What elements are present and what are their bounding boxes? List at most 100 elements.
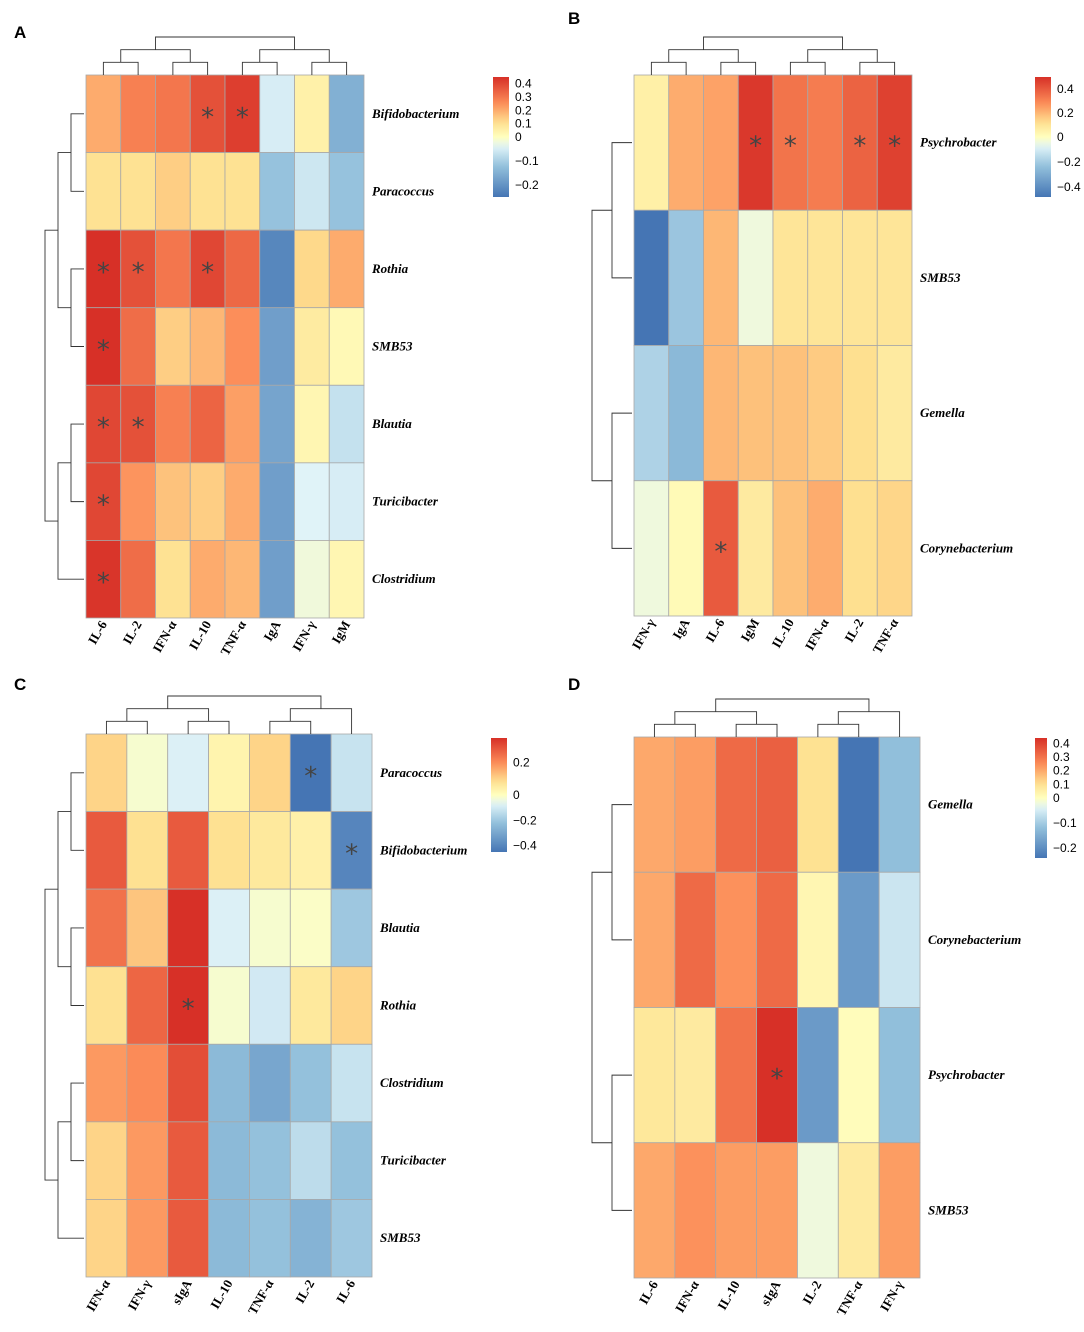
heatmap-cell [85,966,128,1045]
heatmap-cell [224,152,261,231]
row-label: Gemella [928,797,973,812]
column-dendrogram-branch [187,720,230,734]
column-dendrogram-branch [735,723,778,737]
column-dendrogram-branch [859,61,896,75]
heatmap-cell [668,209,704,346]
column-label: IL-6 [702,616,728,645]
row-dendrogram-branch [611,804,632,941]
color-legend-bar [491,738,507,852]
column-label: IL-10 [768,616,797,650]
column-label: IgA [669,615,693,641]
heatmap-cell [294,462,330,541]
heatmap-cell [797,871,839,1008]
heatmap-cell [249,733,291,812]
column-label: IL-2 [799,1278,824,1307]
heatmap-cell [876,345,913,482]
heatmap-cell [756,1007,798,1144]
heatmap-cell [224,540,261,619]
column-label: TNF-α [869,615,901,656]
significance-star: * [97,568,110,598]
heatmap-cell [330,966,373,1045]
heatmap-cell [294,307,330,386]
heatmap-cell [189,384,226,464]
heatmap-cell [85,1043,128,1123]
column-dendrogram-branch [715,698,870,712]
row-dendrogram-branch [70,772,84,851]
column-dendrogram-branch [674,711,758,725]
column-label: TNF-α [834,1277,866,1318]
heatmap-cell [85,733,128,812]
significance-star: * [345,839,358,869]
column-dendrogram-branch [120,49,191,63]
legend-tick-label: 0 [1053,791,1060,805]
heatmap-cell [674,1142,717,1279]
legend-tick-label: 0 [1057,130,1064,144]
column-dendrogram-branch [789,61,826,75]
panel-letter: C [14,675,26,694]
heatmap-cell [807,480,843,617]
heatmap-cell [224,74,261,153]
heatmap-cell [259,229,295,309]
significance-star: * [201,103,214,133]
row-label: Paracoccus [372,183,434,198]
panel-letter: B [568,9,580,28]
heatmap-cell [876,209,913,346]
column-dendrogram-branch [259,49,330,63]
heatmap-cell [328,74,365,153]
column-label: IFN-γ [629,616,658,652]
significance-star: * [304,762,317,792]
heatmap-cell [85,74,122,153]
heatmap-cell [328,462,365,541]
row-dendrogram-branch [70,927,84,1006]
heatmap-cell [797,1142,839,1279]
row-label: Rothia [371,261,409,276]
column-label: IL-6 [333,1277,359,1306]
heatmap-cell [208,966,250,1045]
row-label: Turicibacter [372,494,439,509]
row-dendrogram-branch [70,113,84,192]
heatmap-cell [756,1142,798,1279]
heatmap-cell [328,152,365,231]
heatmap-cell [842,74,878,211]
significance-star: * [97,335,110,365]
row-dendrogram-branch [57,462,84,580]
column-label: IL-10 [714,1278,743,1312]
row-dendrogram-branch [70,423,84,503]
panel-d: D * Gemella Corynebacterium Psychrobacter SMB… [568,675,1077,1318]
heatmap-cell [167,1199,209,1278]
panel-a: A * * * * * * * * * * Bifidobacterium Paracoccus Roth… [14,23,539,658]
significance-star: * [771,1064,784,1094]
row-label: Bifidobacterium [371,106,459,121]
heatmap-cell [878,736,921,873]
row-dendrogram-branch [611,142,632,279]
significance-star: * [97,413,110,443]
row-dendrogram-branch [591,871,612,1144]
heatmap-cell [703,74,739,211]
heatmap-cell [837,736,880,873]
significance-star: * [132,413,145,443]
legend-tick-label: −0.1 [1053,816,1077,830]
column-dendrogram-branch [703,36,843,50]
heatmap-cell [633,1142,676,1279]
heatmap-cell [633,209,670,346]
heatmap-cell [737,209,774,346]
row-label: SMB53 [920,270,961,285]
heatmap-cell [249,1199,291,1278]
heatmap-cell [85,540,122,619]
heatmap-cell [249,811,291,890]
legend-tick-label: 0 [515,130,522,144]
column-label: IgA [260,617,284,643]
column-dendrogram-branch [650,61,687,75]
heatmap-cell [289,1043,332,1123]
heatmap-cell [842,480,878,617]
heatmap-cell [249,1121,291,1200]
heatmap-cell [155,462,191,541]
panel-letter: A [14,23,26,42]
heatmap-cell [85,307,122,386]
heatmap-cell [807,209,843,346]
column-dendrogram-branch [807,49,878,63]
heatmap-cell [876,74,913,211]
heatmap-cell [668,74,704,211]
heatmap-cell [878,871,921,1008]
